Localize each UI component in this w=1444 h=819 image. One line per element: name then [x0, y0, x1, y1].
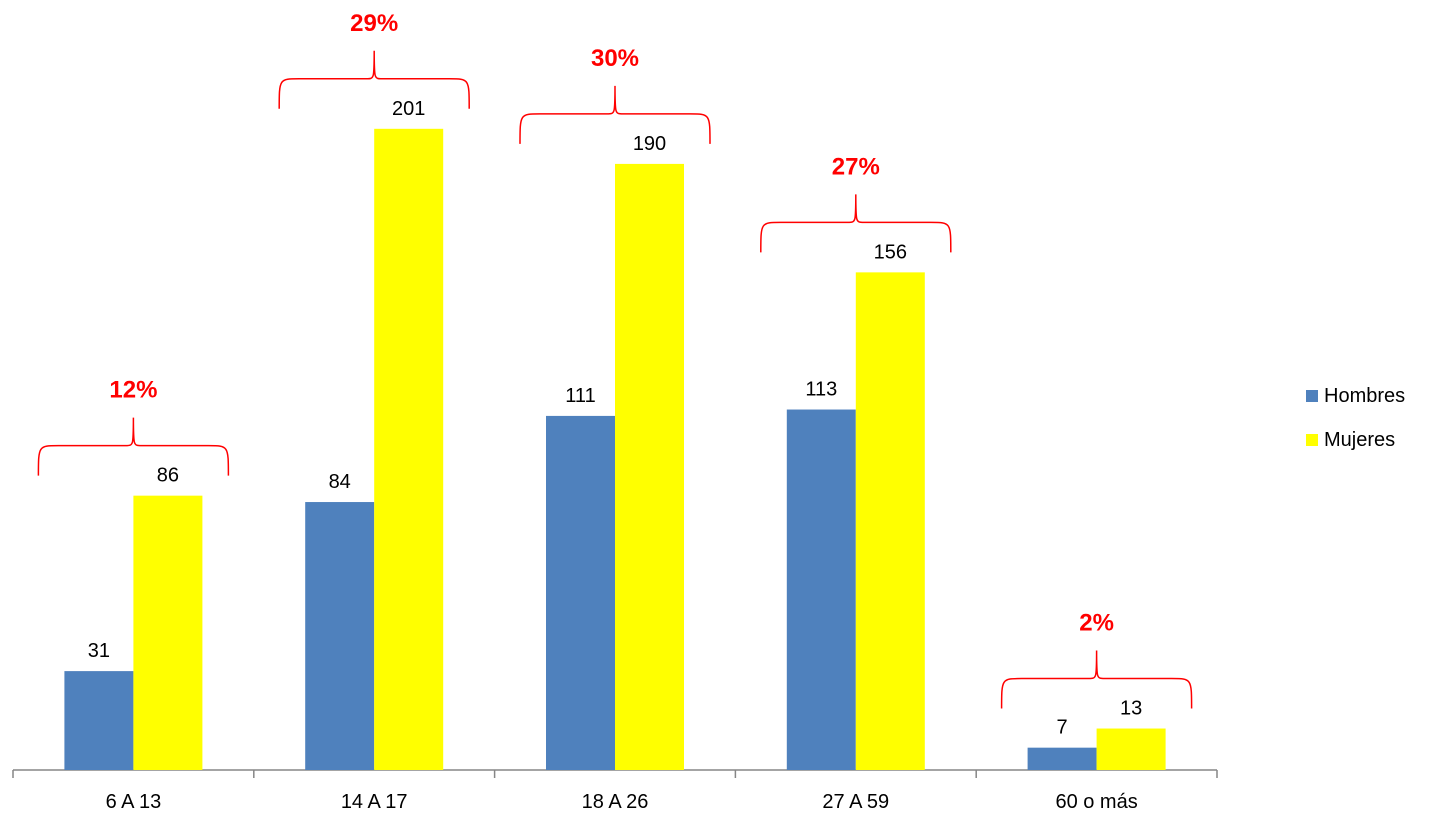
group-bracket: [760, 194, 952, 253]
data-label: 7: [1057, 717, 1068, 739]
x-tick-label: 27 A 59: [822, 791, 889, 813]
group-bracket: [1000, 650, 1193, 709]
group-bracket: [37, 417, 230, 476]
legend-item-hombres: Hombres: [1306, 382, 1405, 410]
group-percentage-label: 27%: [832, 153, 880, 180]
data-label: 86: [157, 465, 179, 487]
group-percentage-label: 29%: [350, 10, 398, 37]
bar-hombres: [305, 502, 375, 770]
bar-hombres: [64, 671, 134, 770]
x-tick-label: 18 A 26: [582, 791, 649, 813]
group-percentage-label: 2%: [1079, 610, 1114, 637]
legend-swatch-hombres: [1306, 390, 1318, 402]
x-tick-label: 6 A 13: [106, 791, 162, 813]
data-label: 84: [329, 471, 351, 493]
data-label: 190: [633, 133, 666, 155]
data-label: 111: [565, 385, 595, 407]
group-bracket: [519, 85, 711, 144]
x-tick-label: 60 o más: [1055, 791, 1137, 813]
legend-label-mujeres: Mujeres: [1324, 428, 1396, 451]
bar-mujeres: [374, 128, 444, 770]
x-tick-label: 14 A 17: [341, 791, 408, 813]
legend-label-hombres: Hombres: [1324, 384, 1406, 407]
bar-mujeres: [1096, 728, 1166, 770]
legend-item-mujeres: Mujeres: [1306, 426, 1405, 454]
legend: Hombres Mujeres: [1306, 382, 1405, 470]
bar-hombres: [1027, 747, 1097, 770]
data-label: 31: [88, 640, 110, 662]
data-label: 156: [874, 241, 907, 263]
group-bracket: [278, 50, 470, 109]
data-label: 113: [805, 379, 837, 401]
bar-hombres: [546, 415, 615, 770]
legend-swatch-mujeres: [1306, 434, 1318, 446]
group-percentage-label: 30%: [591, 45, 639, 72]
group-percentage-label: 12%: [109, 377, 157, 404]
bar-mujeres: [615, 163, 684, 770]
data-label: 201: [392, 98, 425, 120]
bar-hombres: [786, 409, 856, 770]
bar-mujeres: [133, 495, 203, 770]
data-label: 13: [1120, 698, 1142, 720]
bar-mujeres: [855, 272, 925, 770]
